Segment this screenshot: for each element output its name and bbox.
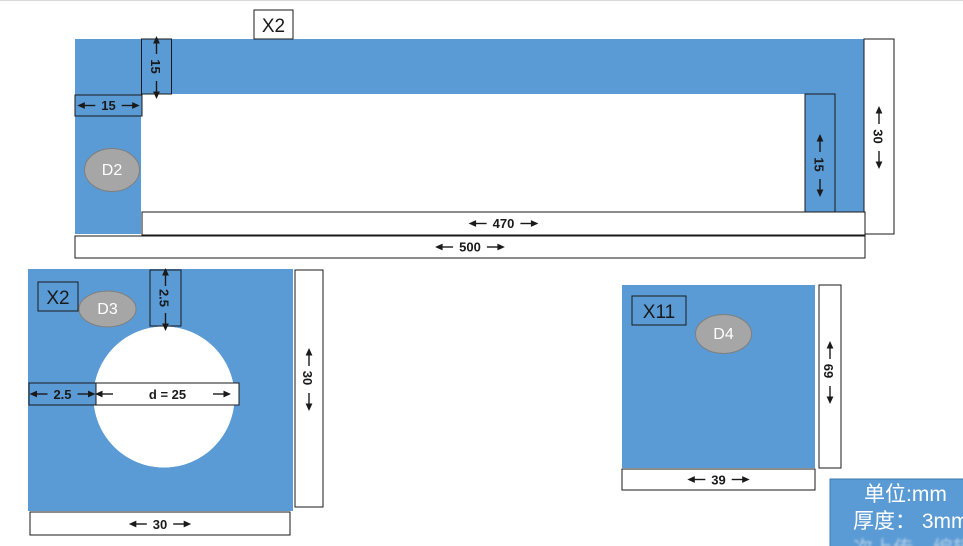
svg-text:30: 30 [300,371,315,385]
svg-text:500: 500 [459,240,481,255]
svg-text:30: 30 [871,129,886,143]
svg-text:d = 25: d = 25 [149,387,186,402]
svg-text:单位:mm: 单位:mm [864,483,947,506]
svg-text:次上传 编辑版: 次上传 编辑版 [853,537,963,546]
svg-text:X2: X2 [262,16,285,37]
svg-text:2.5: 2.5 [157,289,172,307]
svg-text:69: 69 [821,364,836,378]
svg-text:39: 39 [711,473,725,488]
svg-text:D4: D4 [713,326,734,343]
svg-text:X11: X11 [643,302,675,323]
svg-text:2.5: 2.5 [53,387,71,402]
svg-text:15: 15 [812,157,827,171]
svg-text:15: 15 [101,98,115,113]
svg-text:D2: D2 [102,162,123,179]
svg-text:470: 470 [493,216,515,231]
svg-text:X2: X2 [46,288,69,309]
svg-text:厚度： 3mm: 厚度： 3mm [853,510,963,533]
svg-text:15: 15 [148,59,163,73]
svg-text:30: 30 [153,517,167,532]
svg-text:D3: D3 [97,301,118,318]
